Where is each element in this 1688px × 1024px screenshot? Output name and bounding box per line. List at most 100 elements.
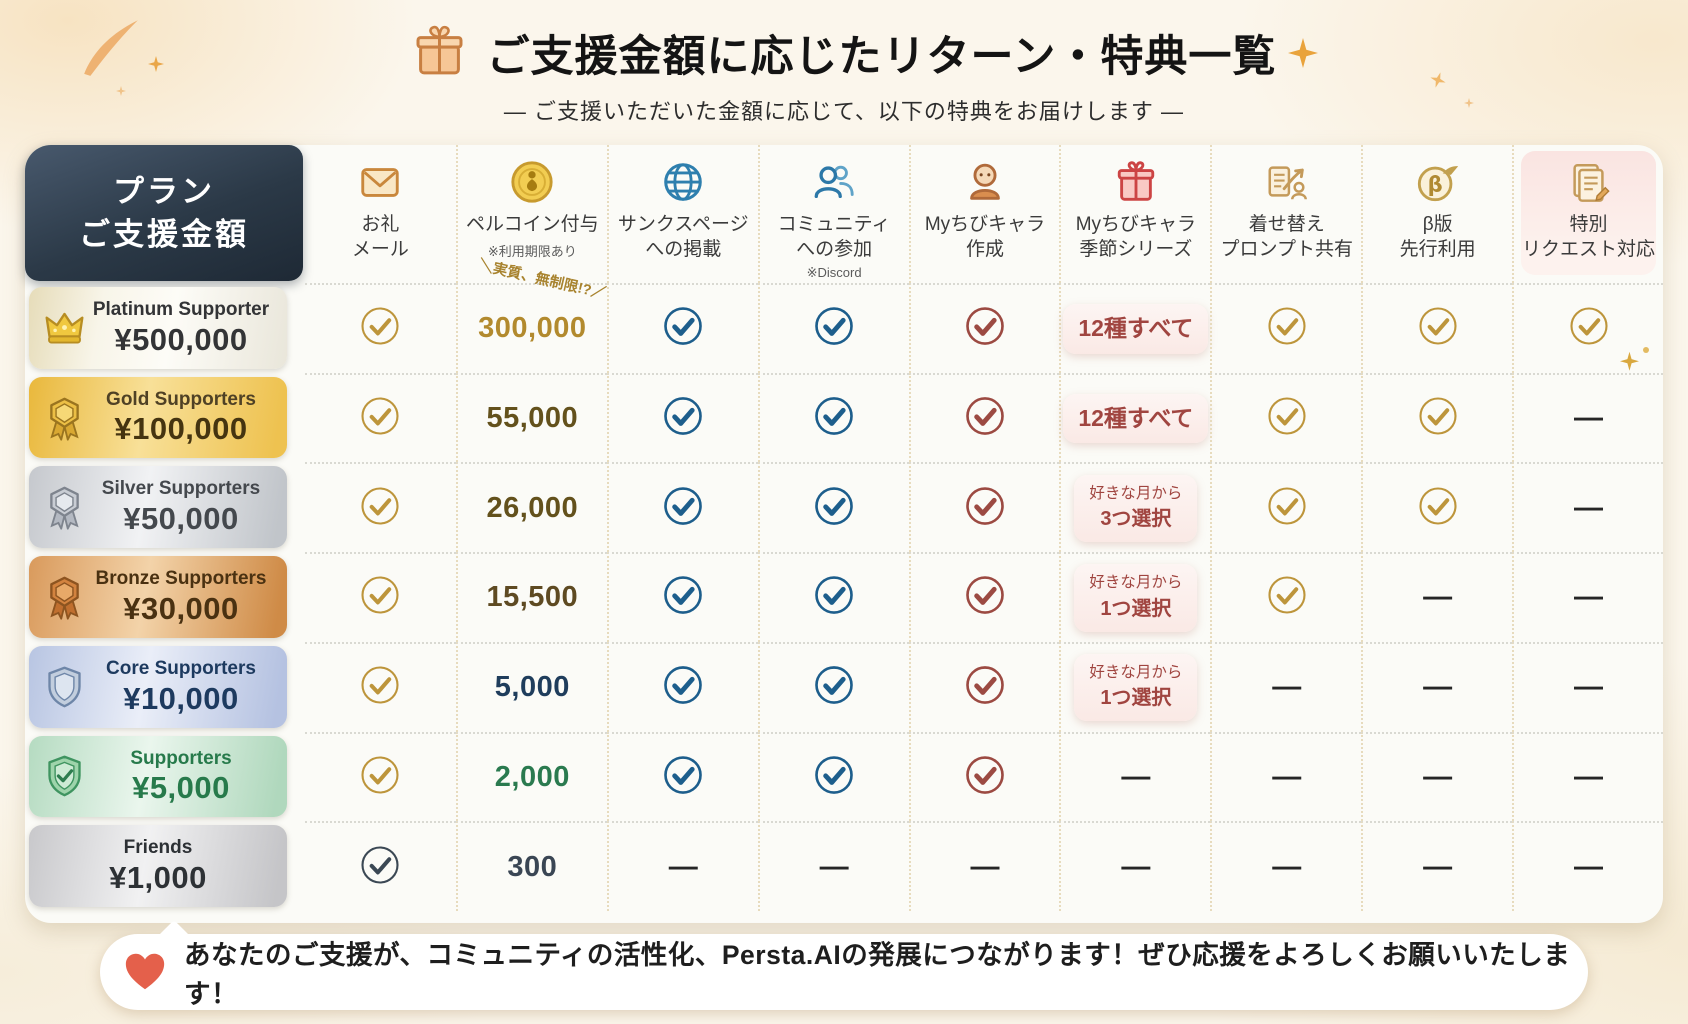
benefit-cell <box>908 731 1060 822</box>
column-header: β β版 先行利用 <box>1361 145 1512 283</box>
benefit-cell <box>305 821 456 911</box>
benefit-cell <box>606 372 758 463</box>
benefit-cell <box>606 552 758 642</box>
tier-price: ¥30,000 <box>123 590 239 626</box>
check-icon <box>359 754 401 801</box>
gold-medal-icon <box>42 395 87 442</box>
benefit-cell <box>305 462 456 552</box>
check-icon <box>1266 305 1308 352</box>
check-icon <box>359 844 401 891</box>
check-icon <box>359 664 401 711</box>
benefit-cell: — <box>757 821 909 911</box>
benefit-cell: 300 <box>455 821 607 911</box>
tier-name: Silver Supporters <box>101 478 261 500</box>
tier-name: Supporters <box>130 747 232 769</box>
tier-price: ¥50,000 <box>123 501 239 537</box>
benefit-cell <box>908 552 1060 642</box>
check-icon <box>662 574 704 621</box>
benefit-cell <box>757 552 909 642</box>
benefit-cell <box>908 372 1060 463</box>
check-icon <box>1417 395 1459 442</box>
benefit-cell <box>1512 283 1663 373</box>
column-header: お礼 メール <box>305 145 456 283</box>
benefit-cell: — <box>1512 462 1663 553</box>
benefit-cell: — <box>1059 731 1211 822</box>
column-label: Myちびキャラ 作成 <box>924 214 1046 260</box>
plan-header-line2: ご支援金額 <box>79 217 249 252</box>
not-included-dash: — <box>1574 760 1604 793</box>
benefit-cell <box>908 641 1060 732</box>
benefit-cell: 26,000 <box>455 462 607 553</box>
benefit-cell <box>606 283 758 373</box>
benefit-cell <box>757 372 909 463</box>
page-subtitle: ― ご支援いただいた金額に応じて、以下の特典をお届けします ― <box>503 99 1185 124</box>
check-icon <box>1417 485 1459 532</box>
not-included-dash: — <box>1574 671 1604 704</box>
tier-name: Friends <box>123 837 193 859</box>
not-included-dash: — <box>819 850 849 883</box>
sparkle-icon <box>1464 98 1474 108</box>
column-note: ※利用期限あり <box>487 243 577 259</box>
tier-row-platinum: Platinum Supporter ¥500,000 <box>29 287 287 369</box>
benefit-cell: — <box>1361 731 1513 822</box>
column-label: β版 先行利用 <box>1399 214 1476 260</box>
gift-icon <box>1113 159 1159 205</box>
benefit-cell: 2,000 <box>455 731 607 822</box>
benefit-cell: — <box>1512 372 1663 463</box>
benefit-cell: 好きな月から 1つ選択 <box>1059 552 1211 642</box>
benefit-cell: — <box>1361 552 1513 642</box>
column-label: 特別 リクエスト対応 <box>1522 214 1656 260</box>
crown-icon <box>42 305 87 350</box>
column-header: Myちびキャラ 作成 <box>908 145 1060 283</box>
silver-medal-icon <box>42 485 87 532</box>
tier-row-supporters: Supporters ¥5,000 <box>29 735 287 818</box>
tier-price: ¥5,000 <box>132 770 230 806</box>
column-label: 着せ替え プロンプト共有 <box>1220 214 1353 260</box>
check-icon <box>964 664 1006 711</box>
check-icon <box>1568 305 1610 352</box>
column-header: コミュニティ への参加 ※Discord <box>757 145 909 283</box>
green-shield-icon <box>42 754 87 799</box>
not-included-dash: — <box>1423 671 1453 704</box>
benefit-cell <box>1210 462 1362 553</box>
benefit-cell: — <box>606 821 758 911</box>
benefit-cell: 55,000 <box>455 372 607 463</box>
not-included-dash: — <box>1574 402 1604 435</box>
column-header: ペルコイン付与 ※利用期限あり <box>455 145 607 283</box>
not-included-dash: — <box>1272 850 1302 883</box>
coin-amount: 2,000 <box>494 760 570 793</box>
benefit-cell <box>1210 372 1362 463</box>
benefit-cell: 5,000 <box>455 641 607 732</box>
benefit-cell <box>606 731 758 822</box>
benefit-cell <box>305 641 456 732</box>
seasonal-option-pill: 12種すべて <box>1063 304 1209 354</box>
check-icon <box>964 754 1006 801</box>
tier-price: ¥500,000 <box>114 321 248 357</box>
check-icon <box>662 485 704 532</box>
benefit-cell: 15,500 <box>455 552 607 642</box>
benefit-cell <box>1210 283 1362 373</box>
benefit-cell <box>1361 462 1513 553</box>
benefit-cell <box>1361 372 1513 463</box>
footer-text: あなたのご支援が、コミュニティの活性化、Persta.AIの発展につながります！… <box>184 940 1571 1009</box>
footer-message: あなたのご支援が、コミュニティの活性化、Persta.AIの発展につながります！… <box>100 934 1588 1010</box>
benefits-table: プラン ご支援金額 お礼 メール ペルコイン付与 ※利用期限あり サンクスページ への掲載… <box>25 145 1663 923</box>
tier-row-bronze: Bronze Supporters ¥30,000 <box>29 556 287 638</box>
column-label: Myちびキャラ 季節シリーズ <box>1075 214 1197 260</box>
check-icon <box>662 395 704 442</box>
check-icon <box>813 305 855 352</box>
check-icon <box>662 305 704 352</box>
benefit-cell <box>305 552 456 642</box>
benefit-cell <box>305 731 456 822</box>
column-header: 着せ替え プロンプト共有 <box>1210 145 1361 283</box>
benefit-cell: 300,000 ＼実質、無制限!?／ <box>455 258 607 373</box>
check-icon <box>359 574 401 621</box>
benefit-cell <box>908 462 1060 553</box>
page-header: ご支援金額に応じたリターン・特典一覧 <box>0 22 1688 84</box>
not-included-dash: — <box>668 850 698 883</box>
benefit-cell <box>908 283 1060 373</box>
column-label: お礼 メール <box>351 214 409 260</box>
check-icon <box>813 395 855 442</box>
tier-name: Core Supporters <box>106 657 256 679</box>
page-title: ご支援金額に応じたリターン・特典一覧 <box>486 33 1277 81</box>
